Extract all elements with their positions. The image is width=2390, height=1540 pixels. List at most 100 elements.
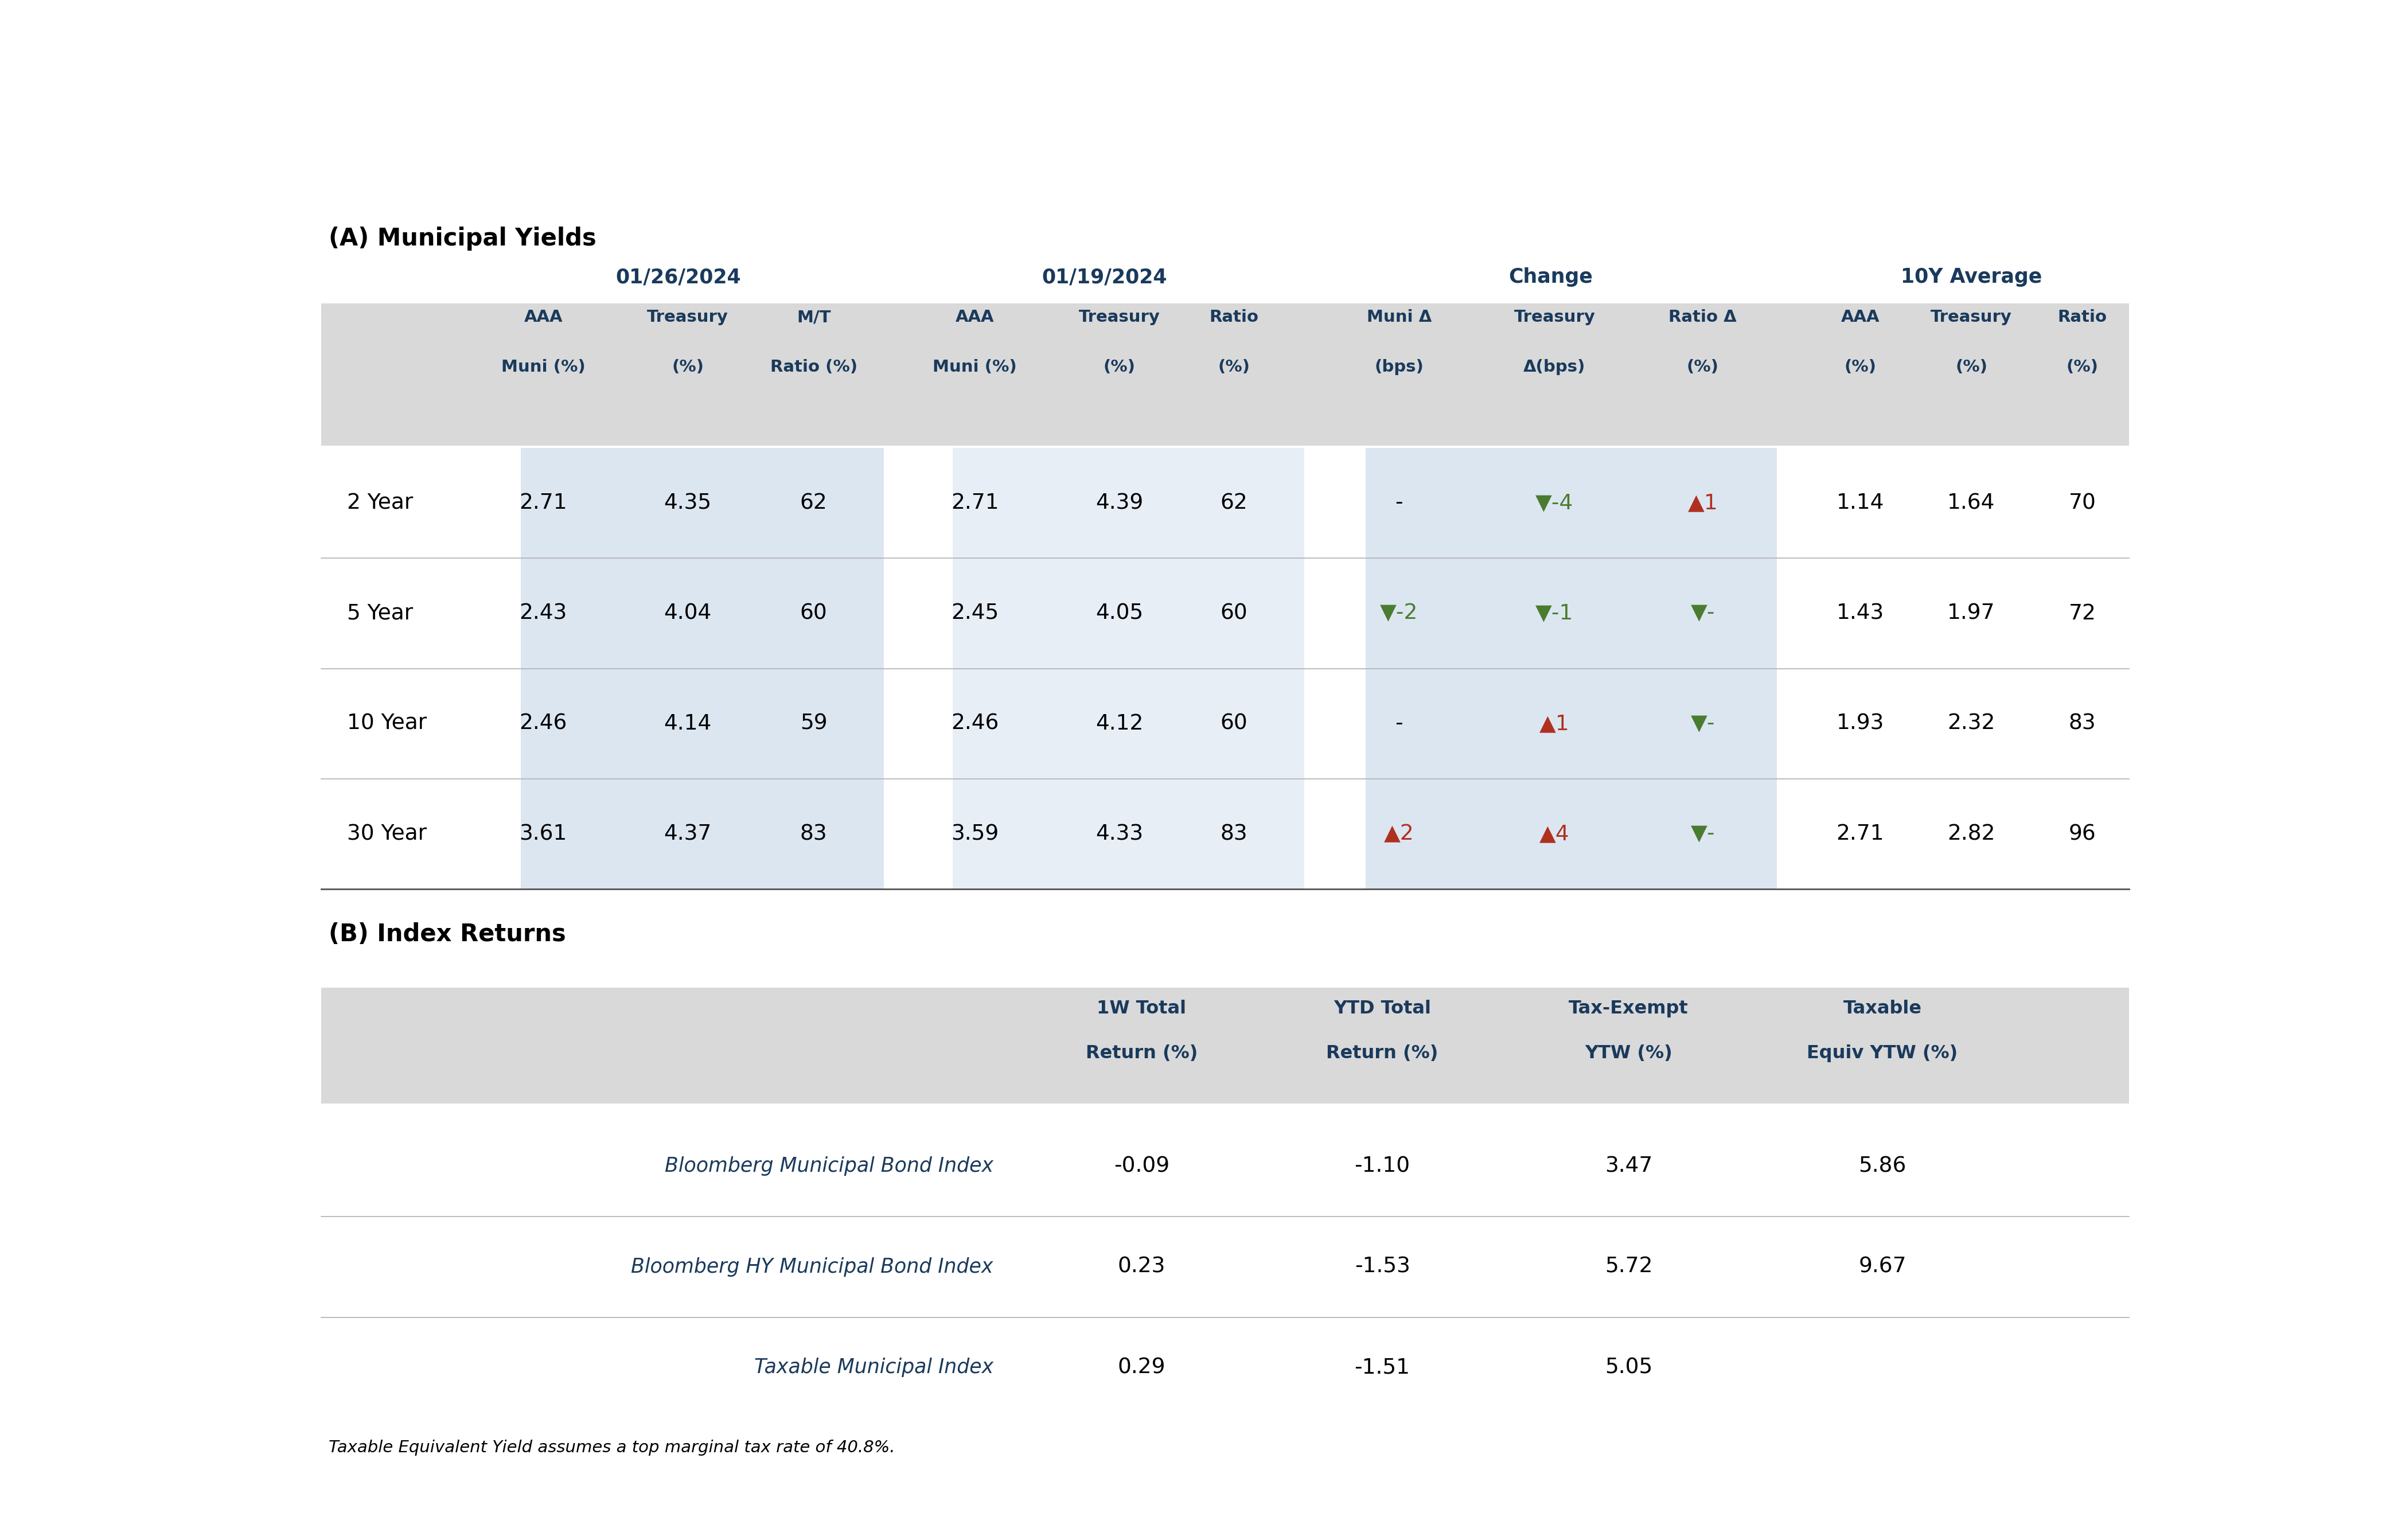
Text: Taxable Equivalent Yield assumes a top marginal tax rate of 40.8%.: Taxable Equivalent Yield assumes a top m… [327,1440,894,1455]
Text: 62: 62 [801,493,827,513]
Text: Return (%): Return (%) [1326,1044,1439,1063]
Text: 0.23: 0.23 [1119,1257,1166,1277]
Text: (A) Municipal Yields: (A) Municipal Yields [327,226,595,251]
Text: 01/26/2024: 01/26/2024 [617,268,741,286]
Text: (%): (%) [672,359,703,376]
Text: (%): (%) [1845,359,1876,376]
Text: Tax-Exempt: Tax-Exempt [1568,999,1687,1018]
Text: 3.59: 3.59 [951,824,999,844]
Text: Muni (%): Muni (%) [932,359,1016,376]
Text: M/T: M/T [796,310,832,325]
Text: 3.47: 3.47 [1604,1155,1651,1177]
Text: (%): (%) [1955,359,1988,376]
Text: Muni (%): Muni (%) [502,359,586,376]
Text: -: - [1396,493,1403,513]
Text: 2.71: 2.71 [519,493,566,513]
Text: ▼-: ▼- [1690,604,1716,624]
Text: Treasury: Treasury [648,310,729,325]
Text: Bloomberg HY Municipal Bond Index: Bloomberg HY Municipal Bond Index [631,1257,994,1277]
Text: 2.71: 2.71 [1836,824,1883,844]
Text: Treasury: Treasury [1513,310,1594,325]
Text: -1.51: -1.51 [1355,1357,1410,1378]
Text: 1.97: 1.97 [1948,604,1996,624]
Text: ▲2: ▲2 [1384,824,1415,844]
Text: 2.71: 2.71 [951,493,999,513]
Text: 01/19/2024: 01/19/2024 [1042,268,1166,286]
Text: -1.10: -1.10 [1355,1155,1410,1177]
Text: Ratio (%): Ratio (%) [770,359,858,376]
Text: 2.43: 2.43 [519,604,566,624]
Bar [1365,668,1776,779]
Text: AAA: AAA [956,310,994,325]
Text: (%): (%) [1104,359,1135,376]
Text: AAA: AAA [1840,310,1879,325]
Text: 4.05: 4.05 [1095,604,1142,624]
Text: (B) Index Returns: (B) Index Returns [327,922,566,947]
Text: 4.12: 4.12 [1095,713,1142,735]
Text: 70: 70 [2070,493,2096,513]
Text: Ratio: Ratio [1209,310,1260,325]
Text: Treasury: Treasury [1931,310,2012,325]
Text: Taxable Municipal Index: Taxable Municipal Index [753,1358,994,1377]
Text: Taxable: Taxable [1843,999,1922,1018]
Bar [521,448,884,559]
Text: 2.82: 2.82 [1948,824,1996,844]
Text: 4.35: 4.35 [664,493,712,513]
Text: -0.09: -0.09 [1114,1155,1169,1177]
Text: Change: Change [1508,268,1594,286]
Bar [521,779,884,889]
Bar [954,559,1305,668]
Text: 4.14: 4.14 [664,713,712,735]
Text: 1W Total: 1W Total [1097,999,1185,1018]
Bar [1365,779,1776,889]
Text: Ratio: Ratio [2058,310,2108,325]
Text: ▲1: ▲1 [1687,493,1718,513]
Text: 2.46: 2.46 [951,713,999,735]
Text: 62: 62 [1221,493,1248,513]
Text: 4.37: 4.37 [664,824,712,844]
Bar [954,448,1305,559]
Text: (%): (%) [1687,359,1718,376]
Bar [521,559,884,668]
Text: 59: 59 [801,713,827,735]
Text: ▼-4: ▼-4 [1537,493,1573,513]
Text: Muni Δ: Muni Δ [1367,310,1432,325]
Text: 60: 60 [801,604,827,624]
Text: 83: 83 [801,824,827,844]
Text: 4.04: 4.04 [664,604,712,624]
Text: 5.72: 5.72 [1604,1257,1651,1277]
Text: ▼-1: ▼-1 [1534,604,1573,624]
Bar [320,303,2129,445]
Text: 83: 83 [1221,824,1248,844]
Text: 2.45: 2.45 [951,604,999,624]
Text: Ratio Δ: Ratio Δ [1668,310,1738,325]
Text: 2.46: 2.46 [519,713,566,735]
Bar [521,668,884,779]
Bar [320,987,2129,1104]
Text: 0.29: 0.29 [1119,1357,1166,1378]
Text: (%): (%) [1219,359,1250,376]
Text: Equiv YTW (%): Equiv YTW (%) [1807,1044,1957,1063]
Text: 4.39: 4.39 [1095,493,1142,513]
Text: ▼-: ▼- [1690,824,1716,844]
Text: Return (%): Return (%) [1085,1044,1197,1063]
Bar [1365,448,1776,559]
Text: Treasury: Treasury [1078,310,1159,325]
Text: 1.14: 1.14 [1836,493,1883,513]
Text: 2.32: 2.32 [1948,713,1996,735]
Bar [954,668,1305,779]
Text: 3.61: 3.61 [519,824,566,844]
Text: YTW (%): YTW (%) [1585,1044,1673,1063]
Text: (%): (%) [2067,359,2098,376]
Text: ▲1: ▲1 [1539,713,1570,735]
Text: 83: 83 [2070,713,2096,735]
Text: ▲4: ▲4 [1539,824,1570,844]
Text: -1.53: -1.53 [1355,1257,1410,1277]
Text: 72: 72 [2070,604,2096,624]
Text: 60: 60 [1221,604,1248,624]
Text: 1.93: 1.93 [1836,713,1883,735]
Text: (bps): (bps) [1374,359,1424,376]
Text: 5 Year: 5 Year [347,604,413,624]
Text: 4.33: 4.33 [1095,824,1142,844]
Text: 9.67: 9.67 [1859,1257,1907,1277]
